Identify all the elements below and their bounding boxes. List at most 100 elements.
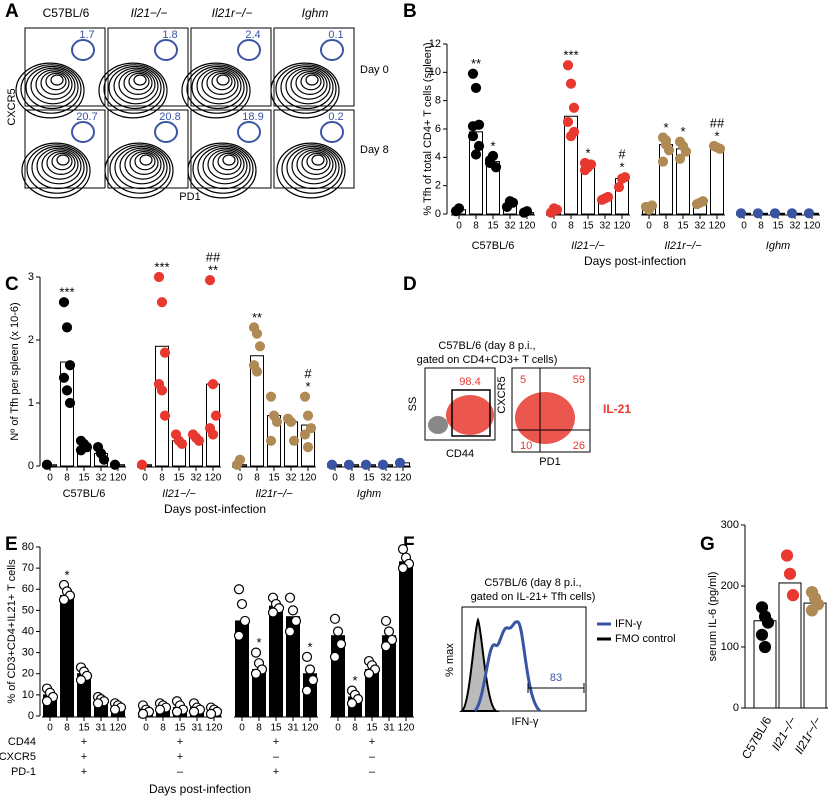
data-point: [61, 385, 73, 396]
row-label: Day 8: [360, 144, 389, 156]
gate: [154, 39, 178, 61]
data-point: [302, 442, 314, 453]
data-point: [562, 116, 574, 128]
contour: [290, 69, 328, 100]
bar: [269, 605, 283, 717]
x-tick-label: 0: [456, 221, 462, 232]
data-point: [75, 445, 87, 456]
data-point: [467, 121, 479, 132]
contour: [306, 152, 328, 171]
data-point: [207, 379, 219, 390]
y-axis-label: % of CD3+CD4+IL21+ T cells: [6, 559, 18, 704]
significance: **: [252, 310, 262, 325]
significance: *: [619, 160, 624, 175]
x-tick-label: 8: [256, 723, 262, 734]
x-tick-label: 0: [142, 473, 148, 484]
data-point: [207, 429, 219, 440]
x-tick-label: 8: [349, 473, 355, 484]
gate: [451, 389, 491, 437]
x-tick-label: 32: [789, 221, 801, 232]
x-tick-label: 15: [78, 723, 90, 734]
x-tick-label: 32: [599, 221, 611, 232]
data-point: [484, 155, 496, 166]
x-tick-label: 120: [709, 221, 726, 232]
contour: [114, 145, 168, 190]
x-tick-label: 8: [473, 221, 479, 232]
data-point: [780, 549, 794, 562]
y-tick-label: 0: [733, 702, 739, 714]
x-tick-label: 15: [174, 723, 186, 734]
gate: [237, 121, 261, 143]
contour: [285, 67, 331, 105]
data-point: [301, 685, 313, 696]
contour: [45, 72, 67, 91]
x-tick-label: 0: [143, 723, 149, 734]
contour: [139, 154, 153, 166]
contour: [36, 147, 82, 185]
x-tick-label: 32: [285, 473, 297, 484]
data-point: [137, 708, 149, 719]
data-point: [284, 592, 296, 603]
marker-sign: +: [177, 736, 183, 748]
data-point: [288, 435, 300, 446]
data-point: [761, 616, 775, 629]
contour: [128, 72, 150, 91]
data-point: [697, 196, 709, 207]
y-tick-label: 0: [435, 208, 441, 220]
data-point: [92, 698, 104, 709]
data-point: [41, 459, 53, 470]
contour: [103, 64, 165, 114]
x-tick-label: 120: [206, 723, 223, 734]
bar: [710, 146, 724, 215]
y-tick-label: 6: [435, 123, 441, 135]
contour: [276, 142, 346, 199]
panel-label: G: [700, 534, 715, 555]
data-point: [156, 297, 168, 308]
y-tick-label: 70: [22, 562, 34, 574]
x-tick-label: C57BL/6: [739, 714, 775, 762]
contour: [212, 151, 242, 176]
x-tick-label: 120: [614, 221, 631, 232]
x-tick-label: 31: [383, 723, 395, 734]
contour: [133, 74, 147, 86]
x-tick-label: 120: [519, 221, 536, 232]
significance: #: [618, 147, 626, 162]
bar: [60, 595, 74, 717]
legend-label: FMO control: [615, 633, 676, 645]
x-axis-label: CD44: [446, 448, 474, 460]
contour: [35, 69, 73, 100]
contour: [113, 67, 159, 105]
contour: [201, 69, 239, 100]
data-point: [335, 639, 347, 650]
contour: [311, 154, 325, 166]
x-tick-label: 8: [568, 221, 574, 232]
data-point: [58, 297, 70, 308]
data-point: [380, 615, 392, 627]
contour: [270, 62, 340, 119]
scatter-cloud: [515, 392, 575, 444]
significance: *: [490, 138, 495, 153]
data-point: [579, 157, 591, 169]
data-point: [568, 126, 580, 137]
contour: [300, 72, 322, 91]
contour: [305, 74, 319, 86]
contour: [21, 142, 91, 199]
data-point: [307, 674, 319, 686]
data-point: [159, 410, 171, 421]
x-tick-label: 8: [64, 723, 70, 734]
gate-value: 20.8: [159, 111, 180, 123]
panel-label: E: [5, 534, 18, 555]
group-label: Il21r−/−: [255, 488, 293, 500]
contour: [191, 65, 245, 110]
data-point: [360, 459, 372, 470]
data-point: [380, 641, 392, 652]
data-point: [329, 613, 341, 624]
bar: [399, 561, 413, 717]
gate: [237, 39, 261, 61]
quadrant-value: 5: [520, 374, 526, 386]
annotation: IL-21: [603, 402, 631, 416]
plot-frame: [424, 367, 496, 441]
data-point: [188, 706, 200, 717]
data-point: [250, 668, 262, 679]
significance: #: [304, 366, 312, 381]
